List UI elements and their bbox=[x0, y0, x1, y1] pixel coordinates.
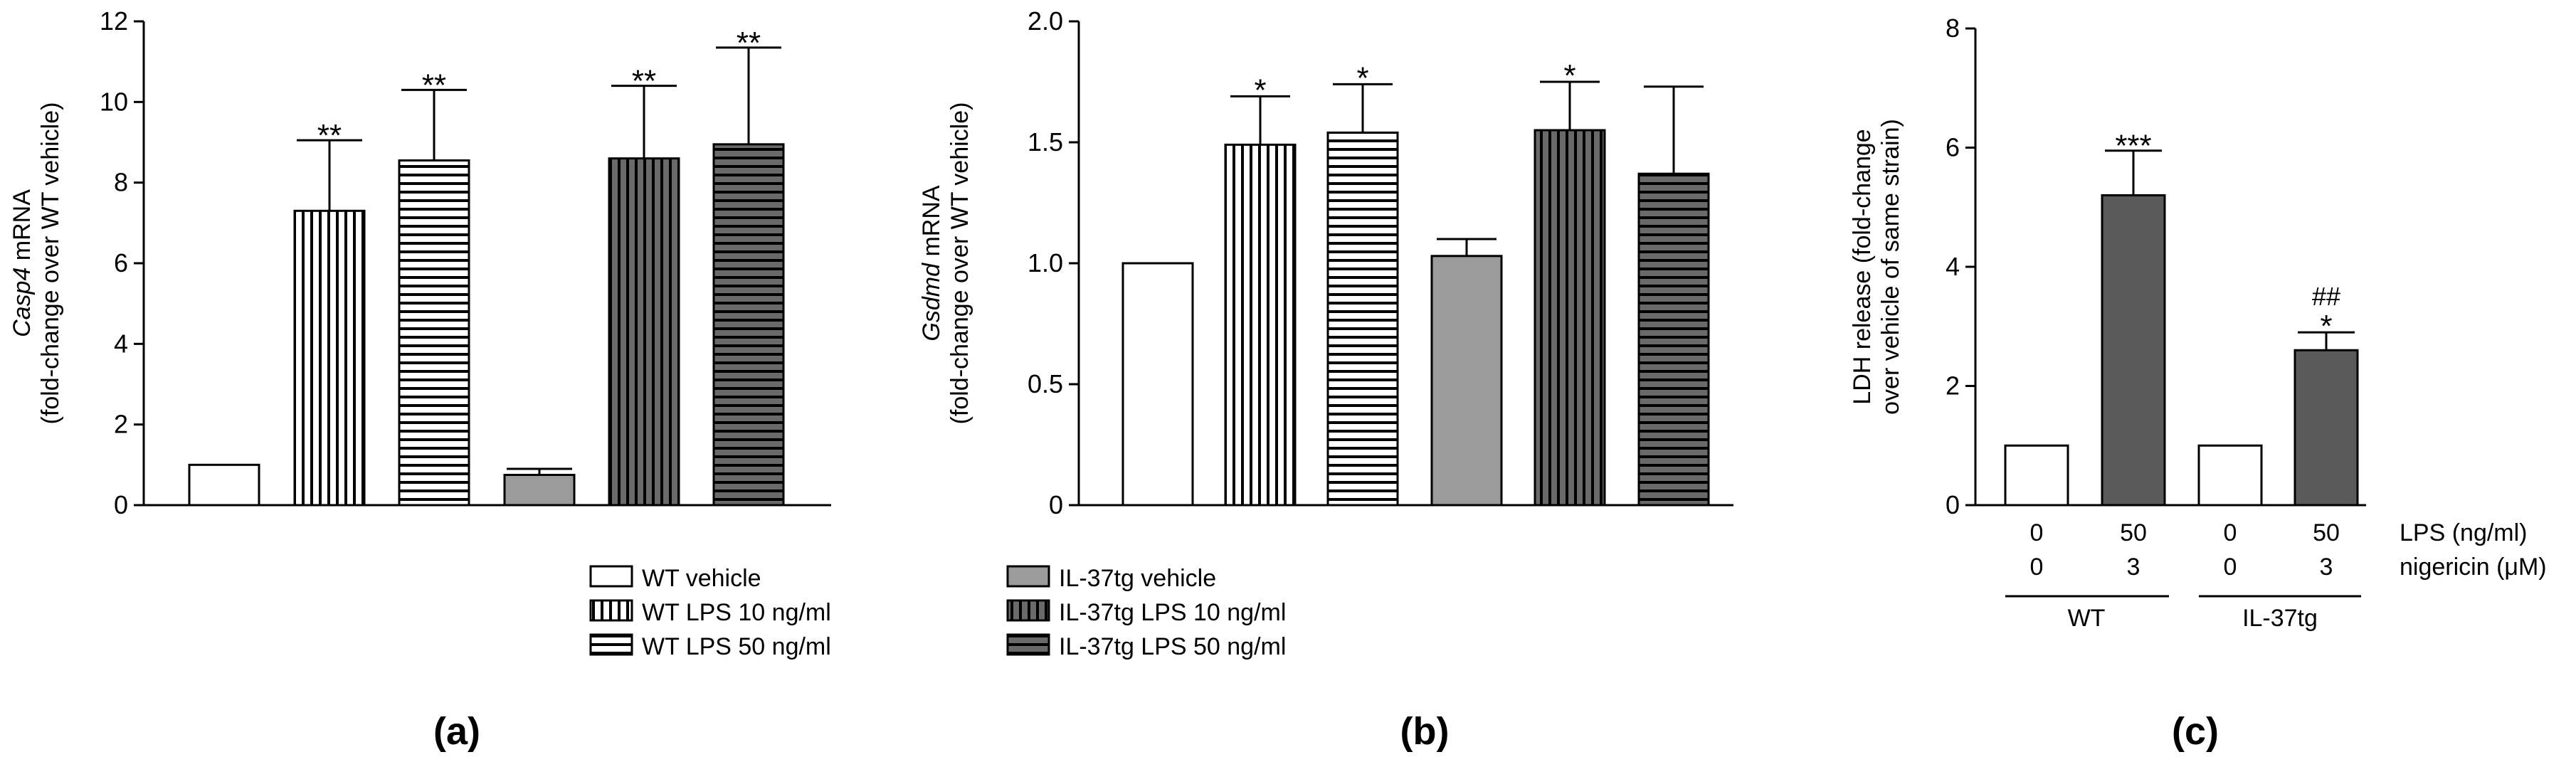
legend-swatch-wt-lps10 bbox=[589, 599, 633, 622]
panel-a-bar bbox=[608, 157, 680, 507]
panel-c-significance-label: *** bbox=[2115, 129, 2151, 164]
panel-c-nigericin-row-label: nigericin (μM) bbox=[2400, 554, 2547, 581]
panel-b-significance-label: * bbox=[1563, 58, 1575, 93]
panel-a-y-tick-label: 12 bbox=[100, 6, 128, 36]
legend-swatch-il37-lps10 bbox=[1006, 599, 1050, 622]
panel-b-chart: 0 0.5 1.0 1.5 2.0 Gsdmd mRNA (fold-change over… bbox=[918, 6, 1733, 519]
panel-b-y-tick-label: 0 bbox=[1049, 490, 1063, 519]
panel-c-y-tick-label: 0 bbox=[1946, 490, 1960, 519]
panel-a-significance-label: ** bbox=[737, 26, 761, 60]
legend-swatch-wt-lps50 bbox=[589, 633, 633, 656]
panel-c-bar bbox=[2293, 349, 2359, 507]
panel-a-significance-label: ** bbox=[632, 64, 656, 99]
panel-b-y-tick-label: 2.0 bbox=[1028, 6, 1063, 36]
panel-c-lps-value: 50 bbox=[2120, 519, 2147, 546]
panel-a-significance-label: ** bbox=[422, 68, 446, 102]
panel-a-bar bbox=[188, 463, 260, 507]
panel-a-y-axis-label: Casp4 mRNA bbox=[9, 189, 36, 337]
panel-b-bar bbox=[1121, 262, 1194, 507]
panel-c-significance-label: * bbox=[2320, 309, 2332, 344]
panel-a-bar bbox=[398, 159, 470, 507]
panel-b-y-tick-label: 1.0 bbox=[1028, 248, 1063, 277]
panel-b-significance-label: * bbox=[1254, 73, 1266, 107]
panel-b-y-axis-label-line2: (fold-change over WT vehicle) bbox=[946, 102, 973, 425]
legend-label-wt-vehicle: WT vehicle bbox=[642, 565, 761, 592]
panel-c-nigericin-value: 3 bbox=[2127, 554, 2140, 581]
legend-swatch-il37-vehicle bbox=[1006, 565, 1050, 588]
panel-c-group-label-wt: WT bbox=[2068, 605, 2106, 632]
legend: WT vehicle WT LPS 10 ng/ml WT LPS 50 ng/… bbox=[589, 565, 1286, 660]
panel-c-group-label-il37: IL-37tg bbox=[2242, 605, 2318, 632]
panel-c-bar bbox=[2101, 194, 2166, 507]
panel-b-y-axis-label: Gsdmd mRNA bbox=[918, 185, 945, 341]
panel-a-y-tick-label: 2 bbox=[114, 410, 128, 439]
panel-a-y-tick-label: 8 bbox=[114, 168, 128, 197]
panel-c-y-tick-label: 8 bbox=[1946, 14, 1960, 43]
legend-label-il37-vehicle: IL-37tg vehicle bbox=[1059, 565, 1216, 592]
panel-a-y-tick-label: 10 bbox=[100, 87, 128, 116]
panel-c-nigericin-value: 0 bbox=[2224, 554, 2237, 581]
panel-a-y-axis-label-line2: (fold-change over WT vehicle) bbox=[37, 102, 64, 425]
panel-a-bar bbox=[712, 143, 785, 507]
panel-b-bar bbox=[1430, 255, 1503, 507]
panel-c-nigericin-value: 3 bbox=[2320, 554, 2333, 581]
panel-label-c: (c) bbox=[2172, 710, 2219, 753]
panel-a-y-tick-label: 0 bbox=[114, 490, 128, 519]
panel-c-significance-label-2: ## bbox=[2312, 282, 2340, 311]
panel-a-bar bbox=[503, 474, 576, 507]
legend-label-il37-lps50: IL-37tg LPS 50 ng/ml bbox=[1059, 633, 1286, 660]
panel-a-significance-label: ** bbox=[317, 118, 342, 153]
legend-swatch-wt-vehicle bbox=[589, 565, 633, 588]
panel-a-bar bbox=[293, 209, 366, 507]
panel-label-a: (a) bbox=[433, 710, 480, 753]
panel-c-nigericin-value: 0 bbox=[2030, 554, 2044, 581]
legend-label-wt-lps10: WT LPS 10 ng/ml bbox=[642, 599, 831, 626]
panel-c-y-axis-label: LDH release (fold-change bbox=[1849, 129, 1876, 404]
panel-b-y-tick-label: 0.5 bbox=[1028, 369, 1063, 398]
panel-c-lps-row-label: LPS (ng/ml) bbox=[2400, 519, 2528, 546]
panel-c-y-tick-label: 4 bbox=[1946, 252, 1960, 281]
panel-c-lps-value: 0 bbox=[2030, 519, 2044, 546]
panel-a-y-tick-label: 6 bbox=[114, 248, 128, 277]
panel-c-chart: 0 2 4 6 8 LDH release (fold-change over vehicl… bbox=[1849, 14, 2547, 632]
legend-swatch-il37-lps50 bbox=[1006, 633, 1050, 656]
panel-c-bar bbox=[2197, 444, 2263, 507]
panel-b-bar bbox=[1534, 129, 1606, 507]
panel-b-bar bbox=[1637, 172, 1710, 507]
panel-b-significance-label: * bbox=[1356, 60, 1368, 95]
panel-c-y-tick-label: 6 bbox=[1946, 133, 1960, 162]
panel-a-y-tick-label: 4 bbox=[114, 329, 128, 358]
legend-label-wt-lps50: WT LPS 50 ng/ml bbox=[642, 633, 831, 660]
legend-label-il37-lps10: IL-37tg LPS 10 ng/ml bbox=[1059, 599, 1286, 626]
panel-c-lps-value: 0 bbox=[2224, 519, 2237, 546]
panel-c-lps-value: 50 bbox=[2313, 519, 2340, 546]
panel-label-b: (b) bbox=[1400, 710, 1450, 753]
panel-b-bar bbox=[1326, 131, 1399, 507]
panel-a-chart: 0 2 4 6 8 10 12 Casp4 mRNA (fold-change over WT … bbox=[9, 6, 831, 519]
panel-c-y-tick-label: 2 bbox=[1946, 371, 1960, 401]
panel-c-bar bbox=[2004, 444, 2069, 507]
panel-b-y-tick-label: 1.5 bbox=[1028, 127, 1063, 157]
panel-c-y-axis-label-line2: over vehicle of same strain) bbox=[1877, 119, 1904, 415]
panel-b-bar bbox=[1224, 143, 1297, 507]
